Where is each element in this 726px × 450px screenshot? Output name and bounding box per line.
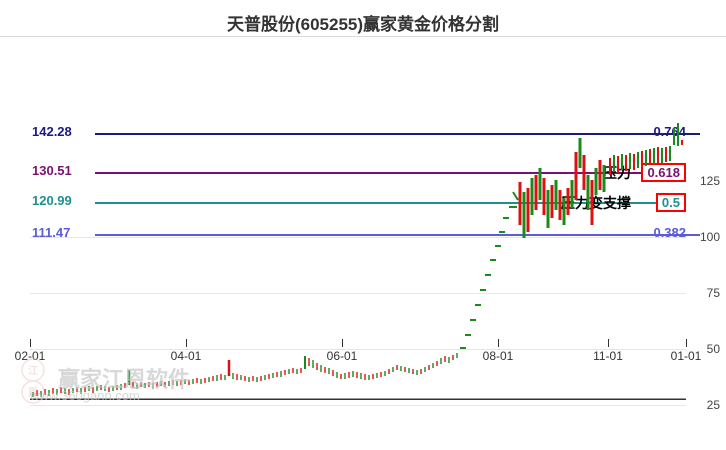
watermark-url-text: www.360gann.com [30,388,140,403]
x-tick [608,339,609,347]
x-tick [342,339,343,347]
gridline [30,405,686,406]
candles-tail-end [610,123,682,175]
x-axis-label: 08-01 [483,349,514,363]
y-axis-label: 25 [707,398,720,412]
x-tick [686,339,687,347]
x-tick [30,339,31,347]
x-tick [498,339,499,347]
x-axis-label: 04-01 [171,349,202,363]
x-axis-label: 01-01 [671,349,702,363]
chart-window: 天普股份(605255)赢家黄金价格分割 142.28 0.764 130.51… [0,0,726,450]
x-axis-label: 11-01 [593,349,623,363]
candles-breakout-dashes [460,192,518,348]
x-axis-label: 06-01 [327,349,358,363]
title-divider [0,36,726,37]
svg-text:江: 江 [28,364,38,377]
candles-volatile-top [520,138,604,238]
x-tick [186,339,187,347]
